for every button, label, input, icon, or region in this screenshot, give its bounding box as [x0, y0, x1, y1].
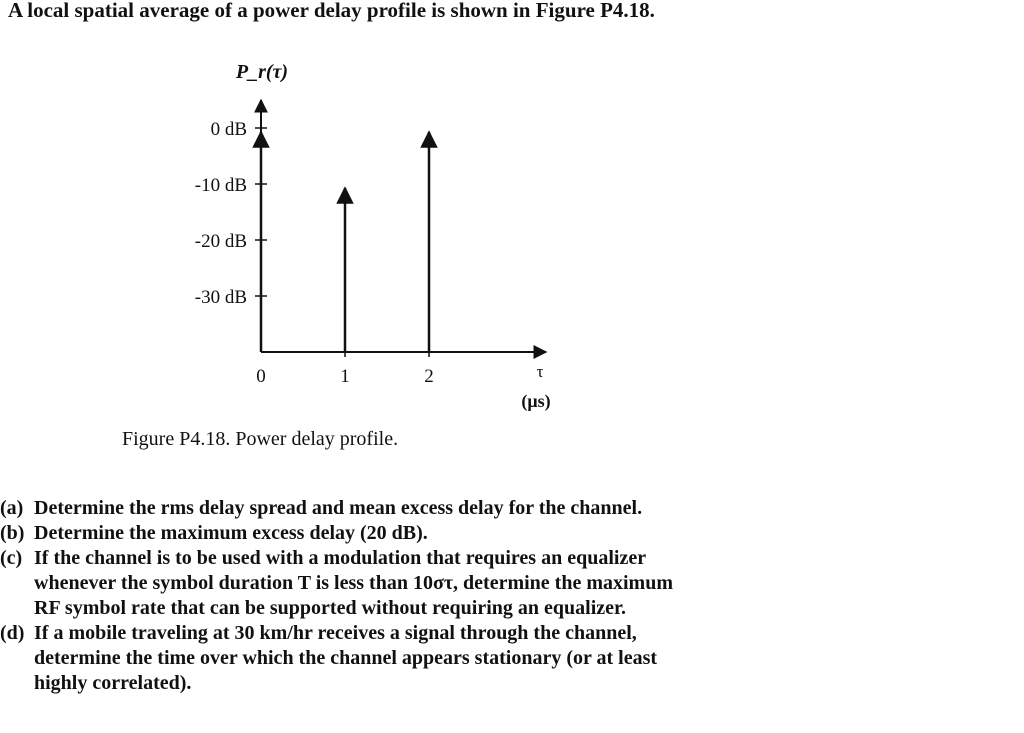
question-text: If a mobile traveling at 30 km/hr receiv… — [34, 622, 637, 644]
question-text: Determine the maximum excess delay (20 d… — [34, 522, 428, 544]
x-tick-label: 0 — [256, 366, 266, 387]
question-line: (a) Determine the rms delay spread and me… — [0, 496, 1010, 521]
question-label: (a) — [0, 497, 24, 519]
x-tick-label: 1 — [340, 366, 350, 387]
chart-axes — [254, 98, 548, 359]
x-axis-label: τ — [537, 362, 544, 381]
question-line: (c) If the channel is to be used with a m… — [0, 546, 1010, 571]
y-tick-label: 0 dB — [211, 119, 247, 140]
x-tick-label: 2 — [424, 366, 434, 387]
figure-caption: Figure P4.18. Power delay profile. — [122, 428, 399, 450]
question-text: RF symbol rate that can be supported wit… — [34, 597, 627, 619]
question-text: highly correlated). — [34, 672, 192, 694]
question-label: (b) — [0, 522, 25, 544]
question-text: If the channel is to be used with a modu… — [34, 547, 647, 569]
question-line: (b) Determine the maximum excess delay (2… — [0, 521, 1010, 546]
question-text: whenever the symbol duration T is less t… — [34, 572, 673, 594]
question-line: (d) If a mobile traveling at 30 km/hr rec… — [0, 621, 1010, 646]
question-label: (d) — [0, 622, 25, 644]
question-line: RF symbol rate that can be supported wit… — [0, 596, 1010, 621]
y-tick-label: -30 dB — [195, 287, 247, 308]
power-delay-profile-chart: 0 dB -10 dB -20 dB -30 dB 0 1 2 P_r(τ) τ (μs) — [195, 61, 551, 412]
question-text: determine the time over which the channe… — [34, 647, 658, 669]
question-text: Determine the rms delay spread and mean … — [34, 497, 643, 519]
question-line: highly correlated). — [0, 671, 1010, 696]
question-label: (c) — [0, 547, 23, 569]
x-axis-unit: (μs) — [521, 391, 550, 412]
chart-labels: 0 dB -10 dB -20 dB -30 dB 0 1 2 P_r(τ) τ (μs) — [195, 61, 551, 412]
question-line: whenever the symbol duration T is less t… — [0, 571, 1010, 596]
y-tick-label: -20 dB — [195, 231, 247, 252]
intro-text: A local spatial average of a power delay… — [8, 0, 655, 22]
chart-stems — [252, 130, 438, 352]
y-tick-label: -10 dB — [195, 175, 247, 196]
y-axis-label: P_r(τ) — [235, 61, 288, 83]
question-list: (a) Determine the rms delay spread and me… — [0, 496, 1010, 696]
question-line: determine the time over which the channe… — [0, 646, 1010, 671]
